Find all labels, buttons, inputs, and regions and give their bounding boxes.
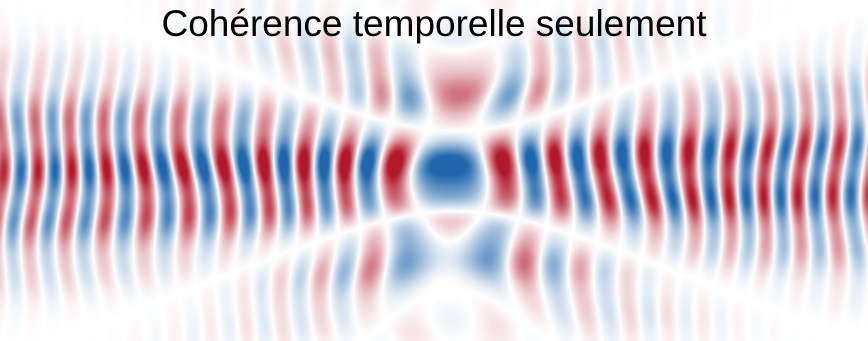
wave-figure: Cohérence temporelle seulement: [0, 0, 868, 341]
interference-field-image: [0, 0, 868, 341]
